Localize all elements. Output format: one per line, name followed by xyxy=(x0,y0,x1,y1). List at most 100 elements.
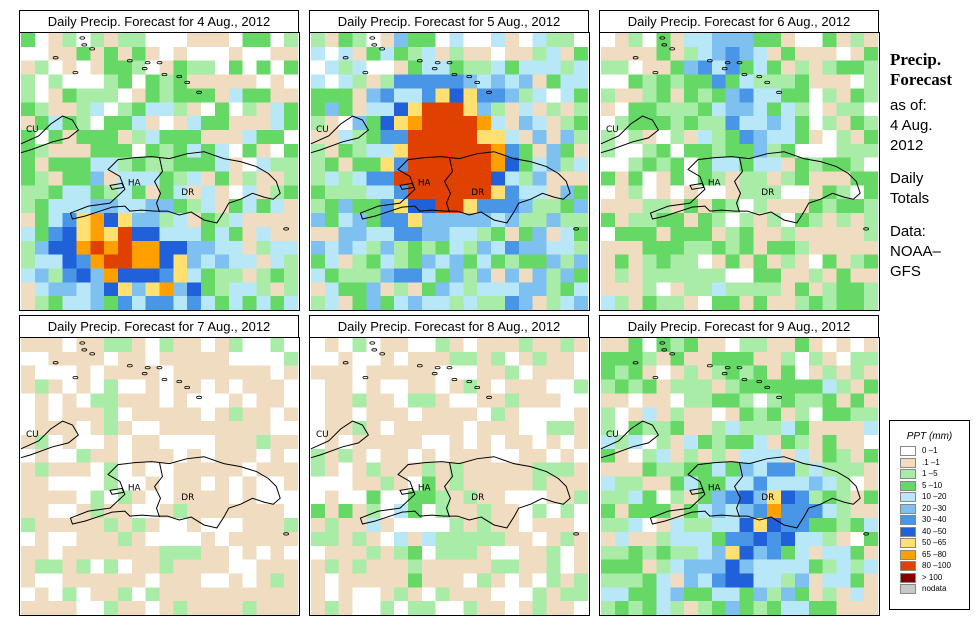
precip-cell xyxy=(62,338,77,352)
precip-cell xyxy=(394,601,408,615)
precip-cell xyxy=(739,338,754,352)
precip-cell xyxy=(864,226,878,241)
country-label: DR xyxy=(181,188,194,198)
precip-cell xyxy=(601,46,615,61)
precip-cell xyxy=(256,46,271,61)
precip-cell xyxy=(228,60,243,75)
precip-cell xyxy=(228,393,243,408)
cuba-outline xyxy=(600,115,660,154)
precip-cell xyxy=(284,518,298,532)
info-heading-1: Precip. xyxy=(890,50,942,69)
precip-cell xyxy=(781,268,795,283)
precip-cell xyxy=(352,157,367,172)
precip-cell xyxy=(187,601,202,615)
precip-cell xyxy=(614,573,629,588)
precip-cell xyxy=(131,545,146,560)
precip-cell xyxy=(614,462,629,477)
precip-cell xyxy=(201,254,215,269)
precip-cell xyxy=(601,240,615,255)
precip-cell xyxy=(201,379,215,394)
precip-cell xyxy=(463,116,478,130)
precip-cell xyxy=(684,351,698,366)
precip-cell xyxy=(656,296,671,310)
precip-cell xyxy=(477,199,492,214)
precip-cell xyxy=(214,587,229,602)
precip-cell xyxy=(532,74,547,89)
precip-cell xyxy=(48,393,63,408)
precip-cell xyxy=(518,88,533,103)
precip-cell xyxy=(407,559,422,574)
precip-cell xyxy=(76,601,91,615)
precip-cell xyxy=(808,213,823,227)
precip-cell xyxy=(90,351,105,366)
precip-cell xyxy=(574,268,588,283)
legend-swatch xyxy=(900,515,916,525)
precip-cell xyxy=(324,351,339,366)
precip-cell xyxy=(614,88,629,103)
precip-cell xyxy=(159,518,174,532)
precip-cell xyxy=(228,531,243,546)
precip-cell xyxy=(284,351,298,366)
precip-cell xyxy=(214,213,229,227)
precip-cell xyxy=(62,559,77,574)
precip-cell xyxy=(242,74,257,89)
precip-cell xyxy=(228,268,243,283)
precip-cell xyxy=(794,490,809,505)
precip-cell xyxy=(850,393,865,408)
precip-cell xyxy=(518,504,533,519)
precip-cell xyxy=(21,476,35,491)
precip-cell xyxy=(491,573,505,588)
precip-cell xyxy=(574,143,588,158)
precip-cell xyxy=(256,531,271,546)
precip-cell xyxy=(504,338,519,352)
precip-cell xyxy=(864,88,878,103)
precip-cell xyxy=(808,407,823,422)
legend-swatch xyxy=(900,492,916,502)
precip-cell xyxy=(463,351,478,366)
precip-cell xyxy=(90,268,105,283)
precip-cell xyxy=(560,545,575,560)
precip-cell xyxy=(725,573,740,588)
islet-outline xyxy=(741,377,748,382)
precip-cell xyxy=(491,226,505,241)
precip-cell xyxy=(518,296,533,310)
precip-cell xyxy=(684,587,698,602)
precip-cell xyxy=(324,240,339,255)
precip-cell xyxy=(380,462,395,477)
precip-cell xyxy=(850,88,865,103)
precip-cell xyxy=(435,240,450,255)
precip-cell xyxy=(104,102,118,117)
precip-cell xyxy=(352,226,367,241)
precip-cell xyxy=(131,407,146,422)
precip-cell xyxy=(656,434,671,449)
precip-cell xyxy=(394,46,408,61)
precip-cell xyxy=(670,268,685,283)
precip-cell xyxy=(145,559,160,574)
precip-cell xyxy=(407,518,422,532)
precip-cell xyxy=(324,199,339,214)
precip-cell xyxy=(601,254,615,269)
legend-item: .1 –1 xyxy=(890,457,969,469)
precip-cell xyxy=(794,282,809,297)
precip-cell xyxy=(173,490,188,505)
precip-cell xyxy=(477,393,492,408)
precip-cell xyxy=(131,213,146,227)
precip-cell xyxy=(338,338,353,352)
precip-cell xyxy=(574,88,588,103)
islet-outline xyxy=(141,67,148,71)
precip-cell xyxy=(753,213,768,227)
precip-cell xyxy=(201,421,215,435)
info-heading-2: Forecast xyxy=(890,70,952,89)
precip-cell xyxy=(394,338,408,352)
precip-cell xyxy=(836,199,851,214)
precip-cell xyxy=(725,462,740,477)
precip-cell xyxy=(214,476,229,491)
precip-cell xyxy=(228,504,243,519)
precip-cell xyxy=(173,338,188,352)
precip-cell xyxy=(560,143,575,158)
legend-item: 65 –80 xyxy=(890,549,969,561)
precip-cell xyxy=(187,545,202,560)
precip-cell xyxy=(656,129,671,144)
precip-cell xyxy=(614,254,629,269)
precip-cell xyxy=(214,338,229,352)
